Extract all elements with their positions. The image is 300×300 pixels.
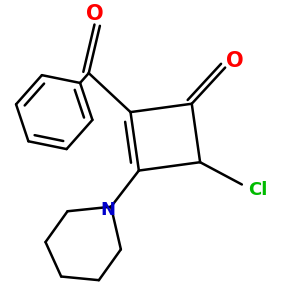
Text: O: O <box>85 4 103 24</box>
Text: Cl: Cl <box>248 181 268 199</box>
Text: O: O <box>226 51 244 71</box>
Text: N: N <box>101 200 116 218</box>
